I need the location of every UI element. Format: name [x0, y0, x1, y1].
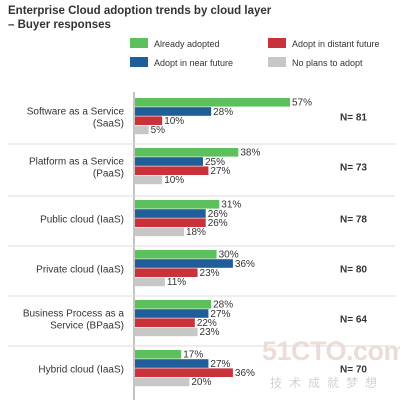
data-label-business-process-as-a-service-bpaas-adopt-in-near-future: 27%	[210, 309, 230, 320]
bar-platform-as-a-service-paas-adopt-in-near-future	[135, 157, 203, 166]
legend-label-no-plans-to-adopt: No plans to adopt	[292, 58, 363, 68]
category-label-software-as-a-service-saas-line-1: Software as a Service	[27, 106, 125, 117]
bar-hybrid-cloud-iaas-adopt-in-distant-future	[135, 368, 233, 377]
category-label-business-process-as-a-service-bpaas-line-2: Service (BPaaS)	[50, 320, 124, 331]
category-label-hybrid-cloud-iaas: Hybrid cloud (IaaS)	[38, 364, 124, 375]
n-label-business-process-as-a-service-bpaas: N= 64	[340, 314, 367, 325]
bar-platform-as-a-service-paas-adopt-in-distant-future	[135, 166, 209, 175]
chart-title-line-2: – Buyer responses	[8, 19, 111, 31]
legend-label-already-adopted: Already adopted	[154, 39, 220, 49]
category-label-private-cloud-iaas: Private cloud (IaaS)	[36, 264, 124, 275]
bar-private-cloud-iaas-no-plans-to-adopt	[135, 277, 165, 287]
data-label-software-as-a-service-saas-adopt-in-distant-future: 10%	[164, 116, 184, 127]
n-label-public-cloud-iaas: N= 78	[340, 214, 367, 225]
bar-business-process-as-a-service-bpaas-adopt-in-near-future	[135, 309, 209, 318]
data-label-hybrid-cloud-iaas-no-plans-to-adopt: 20%	[191, 377, 211, 388]
bar-private-cloud-iaas-already-adopted	[135, 250, 217, 259]
n-label-hybrid-cloud-iaas: N= 70	[340, 364, 367, 375]
data-label-platform-as-a-service-paas-already-adopted: 38%	[240, 148, 260, 159]
category-label-public-cloud-iaas: Public cloud (IaaS)	[40, 214, 124, 225]
bar-business-process-as-a-service-bpaas-already-adopted	[135, 300, 212, 309]
legend-swatch-adopt-in-distant-future	[268, 38, 286, 48]
legend-swatch-no-plans-to-adopt	[268, 57, 286, 67]
data-label-public-cloud-iaas-adopt-in-distant-future: 26%	[208, 218, 228, 229]
bar-software-as-a-service-saas-adopt-in-near-future	[135, 107, 212, 116]
data-label-public-cloud-iaas-no-plans-to-adopt: 18%	[186, 227, 206, 238]
bar-platform-as-a-service-paas-no-plans-to-adopt	[135, 175, 163, 185]
data-label-platform-as-a-service-paas-adopt-in-distant-future: 27%	[210, 166, 230, 177]
data-label-private-cloud-iaas-already-adopted: 30%	[219, 250, 239, 261]
legend-label-adopt-in-near-future: Adopt in near future	[154, 58, 233, 68]
bar-software-as-a-service-saas-adopt-in-distant-future	[135, 116, 163, 125]
n-label-software-as-a-service-saas: N= 81	[340, 112, 367, 123]
bar-hybrid-cloud-iaas-adopt-in-near-future	[135, 359, 209, 368]
category-label-business-process-as-a-service-bpaas-line-1: Business Process as a	[23, 308, 125, 319]
data-label-business-process-as-a-service-bpaas-adopt-in-distant-future: 22%	[197, 318, 217, 329]
data-label-software-as-a-service-saas-no-plans-to-adopt: 5%	[151, 125, 166, 136]
legend-label-adopt-in-distant-future: Adopt in distant future	[292, 39, 380, 49]
bar-platform-as-a-service-paas-already-adopted	[135, 148, 239, 157]
chart-title: Enterprise Cloud adoption trends by clou…	[8, 4, 278, 32]
bar-business-process-as-a-service-bpaas-adopt-in-distant-future	[135, 318, 195, 327]
data-label-software-as-a-service-saas-already-adopted: 57%	[292, 98, 312, 109]
watermark-logo: 51CTO.com	[262, 336, 400, 366]
data-label-private-cloud-iaas-adopt-in-near-future: 36%	[235, 259, 255, 270]
bar-software-as-a-service-saas-already-adopted	[135, 98, 290, 107]
bar-public-cloud-iaas-adopt-in-distant-future	[135, 218, 206, 227]
bar-business-process-as-a-service-bpaas-no-plans-to-adopt	[135, 327, 198, 337]
data-label-business-process-as-a-service-bpaas-already-adopted: 28%	[213, 300, 233, 311]
data-label-public-cloud-iaas-adopt-in-near-future: 26%	[208, 209, 228, 220]
category-label-platform-as-a-service-paas-line-2: (PaaS)	[93, 168, 124, 179]
watermark-subtitle: 技术成就梦想	[270, 376, 385, 390]
legend-swatch-adopt-in-near-future	[130, 57, 148, 67]
data-label-private-cloud-iaas-no-plans-to-adopt: 11%	[167, 277, 186, 288]
bar-private-cloud-iaas-adopt-in-distant-future	[135, 268, 198, 277]
data-label-public-cloud-iaas-already-adopted: 31%	[221, 200, 241, 211]
data-label-platform-as-a-service-paas-adopt-in-near-future: 25%	[205, 157, 225, 168]
legend-swatch-already-adopted	[130, 38, 148, 48]
data-label-software-as-a-service-saas-adopt-in-near-future: 28%	[213, 107, 233, 118]
data-label-platform-as-a-service-paas-no-plans-to-adopt: 10%	[164, 175, 184, 186]
n-label-platform-as-a-service-paas: N= 73	[340, 162, 367, 173]
bar-software-as-a-service-saas-no-plans-to-adopt	[135, 125, 149, 135]
n-label-private-cloud-iaas: N= 80	[340, 264, 367, 275]
category-label-platform-as-a-service-paas-line-1: Platform as a Service	[29, 156, 124, 167]
bar-public-cloud-iaas-no-plans-to-adopt	[135, 227, 184, 237]
data-label-hybrid-cloud-iaas-already-adopted: 17%	[183, 350, 203, 361]
bar-private-cloud-iaas-adopt-in-near-future	[135, 259, 233, 268]
bar-public-cloud-iaas-already-adopted	[135, 200, 220, 209]
data-label-hybrid-cloud-iaas-adopt-in-near-future: 27%	[210, 359, 230, 370]
data-label-hybrid-cloud-iaas-adopt-in-distant-future: 36%	[235, 368, 255, 379]
data-label-business-process-as-a-service-bpaas-no-plans-to-adopt: 23%	[200, 327, 220, 338]
bar-public-cloud-iaas-adopt-in-near-future	[135, 209, 206, 218]
bar-hybrid-cloud-iaas-already-adopted	[135, 350, 182, 359]
chart-title-line-1: Enterprise Cloud adoption trends by clou…	[8, 5, 272, 17]
data-label-private-cloud-iaas-adopt-in-distant-future: 23%	[200, 268, 220, 279]
category-label-software-as-a-service-saas-line-2: (SaaS)	[93, 118, 124, 129]
bar-hybrid-cloud-iaas-no-plans-to-adopt	[135, 377, 190, 387]
